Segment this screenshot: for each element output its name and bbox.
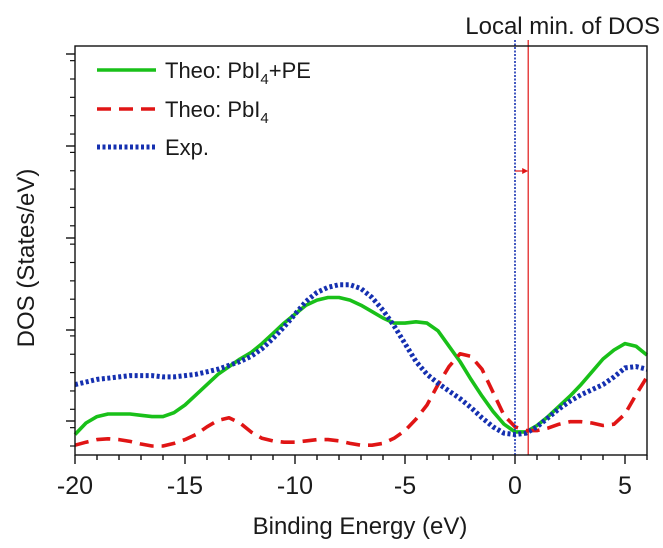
legend-label-1: Theo: PbI4+PE [165, 58, 311, 88]
axes: -20 -15 -10 -5 0 5 [57, 45, 648, 500]
x-tick-label: 0 [508, 472, 522, 500]
x-tick-label: 5 [618, 472, 632, 500]
x-axis-label: Binding Energy (eV) [253, 513, 468, 540]
local-min-markers [514, 40, 529, 455]
x-tick-label: -10 [277, 472, 313, 500]
plot-frame [74, 45, 648, 456]
legend-label-3: Exp. [165, 135, 209, 160]
series-line-3 [74, 282, 648, 437]
series-layer [73, 282, 649, 448]
shift-arrow-head [522, 168, 529, 174]
legend: Theo: PbI4+PE Theo: PbI4 Exp. [97, 58, 311, 160]
legend-label-2: Theo: PbI4 [165, 97, 269, 127]
x-tick-label: -5 [394, 472, 416, 500]
y-axis-label: DOS (States/eV) [13, 169, 40, 348]
series-line-1 [73, 295, 649, 436]
local-min-annotation: Local min. of DOS [465, 13, 660, 40]
x-tick-label: -20 [57, 472, 93, 500]
series-line-2 [74, 352, 649, 448]
x-tick-label: -15 [167, 472, 203, 500]
